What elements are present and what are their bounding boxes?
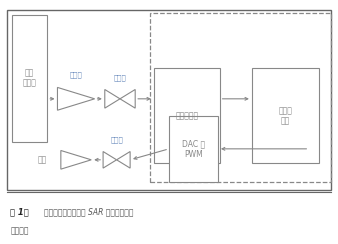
Polygon shape [103, 152, 117, 168]
Bar [150, 13, 331, 182]
Polygon shape [120, 90, 135, 108]
Polygon shape [117, 152, 130, 168]
Text: 滤波器: 滤波器 [114, 74, 126, 81]
Text: 信号通道中含有一个 SAR 模数转换器的: 信号通道中含有一个 SAR 模数转换器的 [44, 208, 134, 217]
Text: 输入
信号源: 输入 信号源 [23, 68, 37, 88]
Polygon shape [61, 151, 91, 169]
Text: 应用框图: 应用框图 [10, 226, 29, 235]
Polygon shape [57, 87, 95, 110]
Polygon shape [105, 90, 120, 108]
Text: DAC 或
PWM: DAC 或 PWM [182, 139, 205, 159]
Text: 放大器: 放大器 [70, 71, 82, 78]
Text: 滤波器: 滤波器 [110, 136, 123, 143]
Text: 单片机
引擎: 单片机 引擎 [279, 106, 293, 126]
Bar [169, 116, 218, 182]
Text: 图 1：: 图 1： [10, 208, 29, 217]
Bar [154, 68, 220, 163]
Bar [12, 15, 47, 142]
Text: 模数转换器: 模数转换器 [175, 112, 198, 120]
Bar [7, 10, 331, 190]
Text: 输出: 输出 [38, 155, 47, 164]
Bar [252, 68, 319, 163]
